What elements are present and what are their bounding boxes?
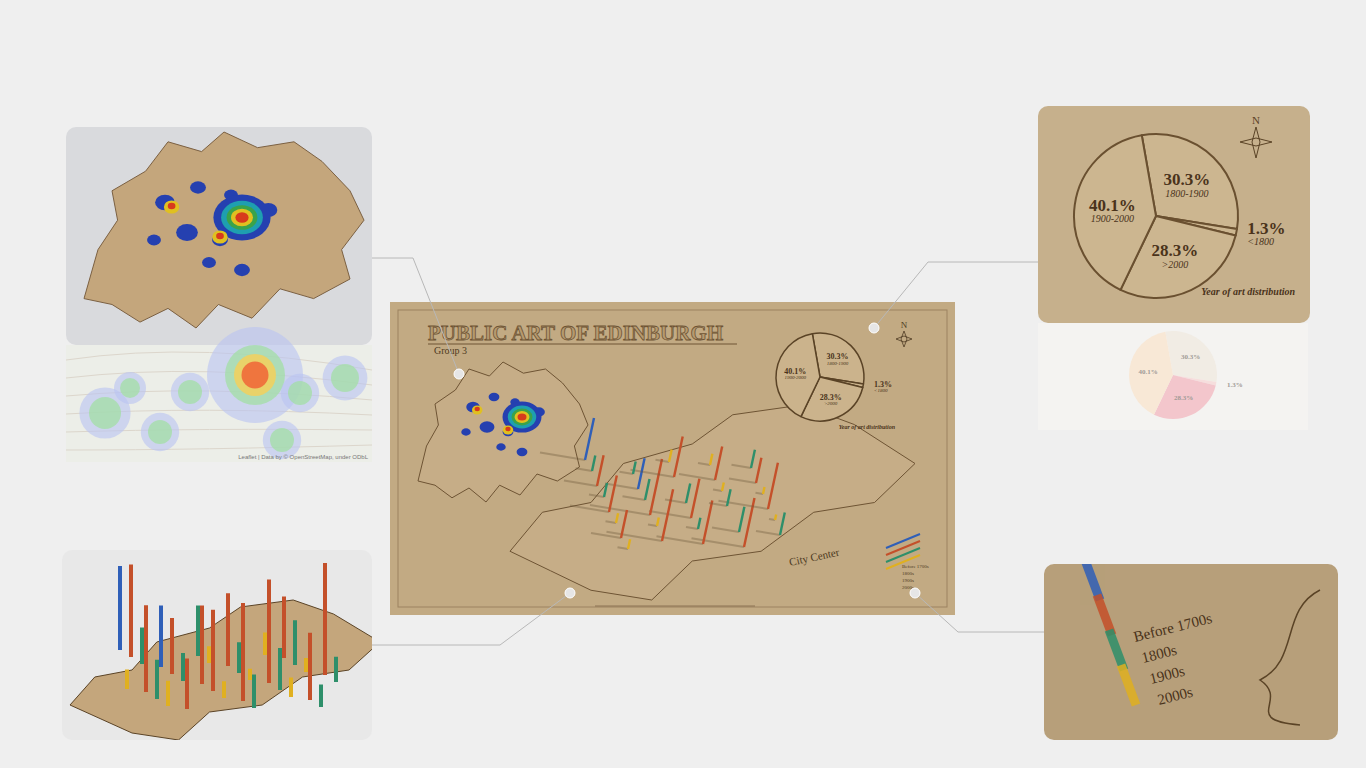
svg-text:Group 3: Group 3 [434, 345, 467, 356]
svg-text:Year of art distribution: Year of art distribution [1201, 286, 1295, 297]
svg-text:40.1%: 40.1% [1139, 368, 1158, 376]
svg-text:1900s: 1900s [1148, 663, 1187, 687]
svg-text:Before 1700s: Before 1700s [902, 564, 929, 569]
svg-text:28.3%: 28.3% [819, 392, 842, 402]
svg-text:1900-2000: 1900-2000 [1091, 213, 1134, 224]
svg-text:40.1%: 40.1% [1089, 196, 1136, 215]
svg-text:1900-2000: 1900-2000 [784, 375, 806, 380]
svg-text:1800-1900: 1800-1900 [1165, 188, 1208, 199]
svg-text:>2000: >2000 [824, 401, 838, 406]
svg-text:2000s: 2000s [1156, 684, 1195, 708]
svg-text:1.3%: 1.3% [1247, 219, 1285, 238]
svg-text:N: N [901, 320, 908, 330]
svg-text:N: N [1252, 114, 1260, 126]
svg-text:28.3%: 28.3% [1174, 394, 1193, 402]
svg-text:30.3%: 30.3% [1181, 353, 1200, 361]
svg-text:Before 1700s: Before 1700s [1132, 610, 1214, 645]
svg-text:>2000: >2000 [1161, 259, 1188, 270]
svg-text:30.3%: 30.3% [1163, 170, 1210, 189]
svg-text:Year of art distribution: Year of art distribution [839, 424, 896, 430]
svg-text:28.3%: 28.3% [1151, 241, 1198, 260]
svg-text:1800-1900: 1800-1900 [827, 361, 849, 366]
svg-text:PUBLIC ART OF EDINBURGH: PUBLIC ART OF EDINBURGH [428, 321, 723, 345]
svg-text:40.1%: 40.1% [784, 366, 807, 376]
svg-text:1800s: 1800s [1140, 642, 1179, 666]
svg-text:30.3%: 30.3% [826, 352, 849, 362]
svg-text:1900s: 1900s [902, 578, 914, 583]
svg-text:<1800: <1800 [1247, 236, 1274, 247]
svg-text:1800s: 1800s [902, 571, 914, 576]
svg-text:2000s: 2000s [902, 585, 914, 590]
svg-text:1.3%: 1.3% [874, 379, 892, 389]
svg-text:1.3%: 1.3% [1227, 381, 1243, 389]
svg-text:<1800: <1800 [874, 388, 888, 393]
svg-text:Leaflet | Data by © OpenStreet: Leaflet | Data by © OpenStreetMap, under… [238, 454, 368, 460]
svg-text:City Center: City Center [788, 546, 841, 568]
